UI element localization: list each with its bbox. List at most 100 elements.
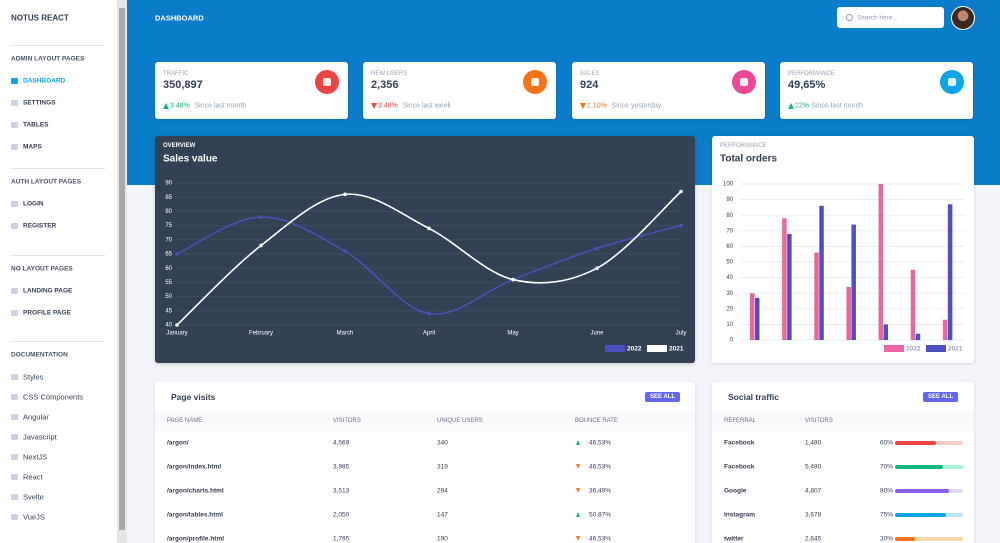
- trend-arrow: [576, 512, 580, 517]
- y-tick-label: 80: [165, 209, 172, 215]
- nav-item[interactable]: LANDING PAGE: [23, 287, 73, 295]
- nav-item[interactable]: Styles: [23, 372, 44, 382]
- nav-item[interactable]: LOGIN: [23, 200, 44, 208]
- bar: [915, 333, 921, 340]
- nav-item[interactable]: DASHBOARD: [23, 77, 66, 85]
- bar: [947, 204, 953, 340]
- point: [343, 192, 347, 197]
- table-cell: Facebook: [724, 463, 755, 471]
- y-tick-label: 50: [726, 260, 733, 266]
- trend-arrow: [788, 103, 794, 109]
- table-cell: 2,645: [805, 535, 822, 543]
- bar: [819, 205, 824, 340]
- y-tick-label: 40: [165, 323, 172, 329]
- column-header: VISITORS: [805, 418, 833, 424]
- nav-item[interactable]: NextJS: [23, 452, 48, 462]
- trend-arrow: [371, 103, 377, 109]
- table-cell: 4,569: [333, 439, 350, 447]
- chart-overline: OVERVIEW: [163, 143, 196, 149]
- table-title: Social traffic: [728, 392, 780, 402]
- stat-card: [155, 62, 348, 119]
- trend-arrow: [576, 464, 580, 469]
- table-cell: 294: [437, 487, 448, 495]
- y-tick-label: 20: [726, 306, 733, 312]
- y-tick-label: 90: [165, 181, 172, 187]
- avatar[interactable]: [951, 6, 975, 30]
- bar: [878, 184, 884, 340]
- table-cell: 5,480: [805, 463, 822, 471]
- bar: [910, 269, 916, 340]
- see-all-button[interactable]: SEE ALL: [923, 392, 959, 402]
- search-box[interactable]: [837, 7, 944, 28]
- legend-swatch: [884, 345, 904, 352]
- legend-swatch: [926, 345, 946, 352]
- nav-item[interactable]: TABLES: [23, 121, 49, 129]
- nav-item[interactable]: Svelte: [23, 492, 44, 502]
- trend-arrow: [576, 488, 580, 493]
- bar: [782, 218, 787, 340]
- nav-icon: [11, 122, 18, 128]
- nav-item[interactable]: PROFILE PAGE: [23, 309, 71, 317]
- table-cell: 46,53%: [589, 463, 612, 471]
- bar: [787, 233, 792, 340]
- x-tick-label: February: [249, 331, 273, 337]
- table-cell: /argon/charts.html: [167, 487, 224, 495]
- bar: [851, 224, 856, 340]
- y-tick-label: 30: [726, 291, 733, 297]
- point: [679, 189, 683, 194]
- page-title: DASHBOARD: [155, 13, 204, 23]
- stat-icon-glyph: [323, 78, 331, 86]
- stat-label: SALES: [580, 71, 600, 77]
- nav-item[interactable]: CSS Components: [23, 392, 84, 402]
- y-tick-label: 65: [165, 252, 172, 258]
- nav-item[interactable]: REGISTER: [23, 222, 57, 230]
- see-all-button[interactable]: SEE ALL: [645, 392, 681, 402]
- stat-value: 350,897: [163, 79, 203, 91]
- table-cell: 46,53%: [589, 535, 612, 543]
- point: [679, 223, 683, 228]
- stat-icon-glyph: [948, 78, 956, 86]
- stat-label: TRAFFIC: [163, 71, 189, 77]
- table-cell: 1,795: [333, 535, 350, 543]
- progress-label: 60%: [880, 439, 894, 447]
- trend-arrow: [163, 103, 169, 109]
- stat-note: Since last week: [402, 102, 452, 110]
- stat-label: NEW USERS: [371, 71, 408, 77]
- stat-note: Since last month: [194, 102, 247, 110]
- stat-change: 1.10%: [587, 102, 607, 110]
- progress-bar: [895, 489, 950, 493]
- nav-item[interactable]: MAPS: [23, 143, 42, 151]
- nav-icon: [11, 374, 18, 380]
- stat-value: 2,356: [371, 79, 399, 91]
- bar: [814, 252, 819, 340]
- divider: [10, 255, 105, 256]
- table-cell: Instagram: [724, 511, 756, 519]
- y-tick-label: 10: [726, 322, 733, 328]
- nav-item[interactable]: React: [23, 472, 43, 482]
- progress-label: 80%: [880, 487, 894, 495]
- nav-item[interactable]: Javascript: [23, 432, 57, 442]
- x-tick-label: July: [676, 331, 687, 337]
- table-header-bg: [712, 411, 974, 431]
- x-tick-label: January: [166, 331, 187, 337]
- y-tick-label: 60: [726, 244, 733, 250]
- nav-item[interactable]: SETTINGS: [23, 99, 56, 107]
- table-cell: 3,985: [333, 463, 350, 471]
- bar: [883, 324, 889, 340]
- y-tick-label: 70: [726, 228, 733, 234]
- stat-icon-glyph: [531, 78, 539, 86]
- legend-label: 2021: [669, 346, 684, 353]
- nav-item[interactable]: Angular: [23, 412, 49, 422]
- table-cell: 4,807: [805, 487, 822, 495]
- line: [176, 216, 682, 315]
- progress-label: 30%: [880, 535, 894, 543]
- bar: [755, 297, 760, 340]
- table-cell: /argon/tables.html: [167, 511, 223, 519]
- point: [595, 246, 599, 251]
- trend-arrow: [580, 103, 586, 109]
- nav-item[interactable]: VueJS: [23, 512, 45, 522]
- section-heading: DOCUMENTATION: [11, 351, 68, 359]
- point: [175, 323, 179, 327]
- table-cell: Google: [724, 487, 747, 495]
